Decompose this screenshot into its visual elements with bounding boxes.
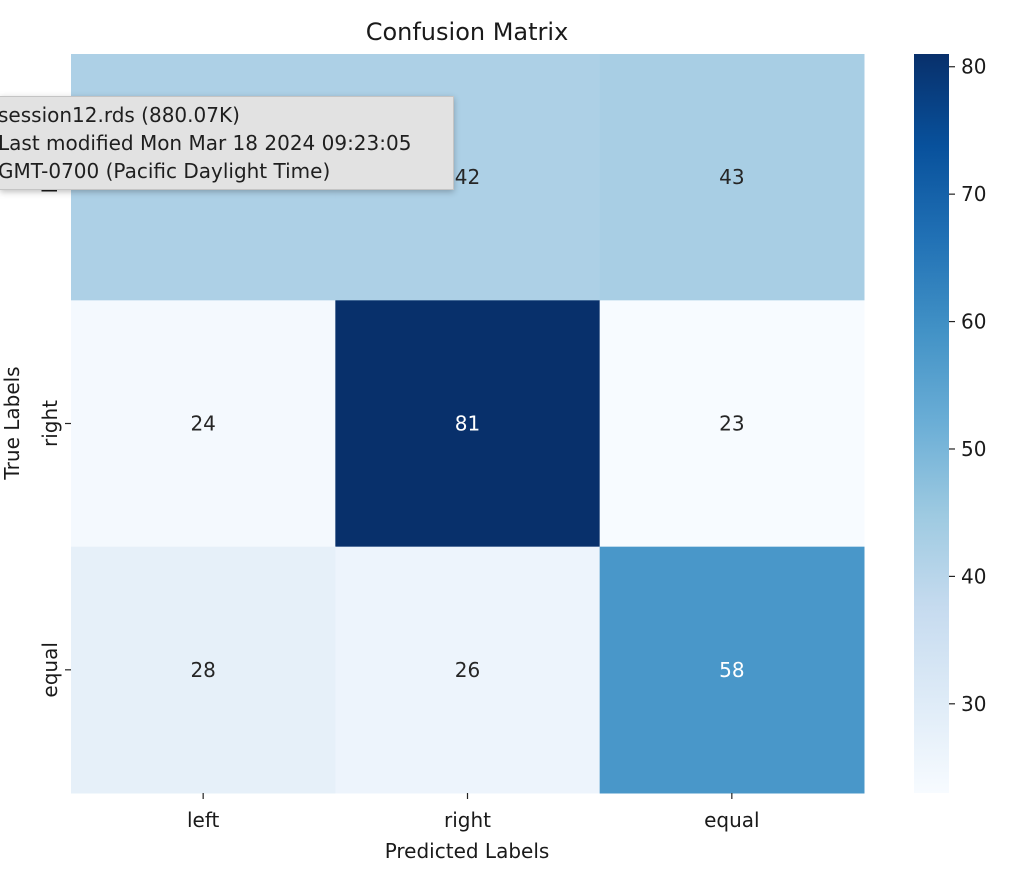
colorbar-tick-label: 70 — [961, 182, 986, 206]
cell-value-label: 24 — [190, 412, 215, 436]
x-tick-label: left — [187, 808, 220, 832]
colorbar-tick-label: 40 — [961, 564, 986, 588]
colorbar — [914, 54, 949, 793]
heatmap-cell — [599, 300, 865, 548]
cell-value-label: 42 — [455, 165, 480, 189]
heatmap-cell — [71, 546, 336, 794]
cell-value-label: 43 — [719, 165, 744, 189]
chart-title: Confusion Matrix — [366, 18, 569, 46]
x-axis-ticks: left right equal — [187, 793, 760, 832]
y-tick-label: equal — [38, 642, 62, 698]
colorbar-tick-label: 50 — [961, 437, 986, 461]
file-tooltip: session12.rds (880.07K) Last modified Mo… — [0, 96, 454, 190]
heatmap-cell — [71, 300, 336, 548]
colorbar-tick-label: 30 — [961, 692, 986, 716]
heatmap-cell — [599, 546, 865, 794]
y-axis-label: True Labels — [0, 366, 24, 480]
tooltip-timezone: GMT-0700 (Pacific Daylight Time) — [0, 159, 331, 183]
colorbar-ticks: 30 40 50 60 70 80 — [949, 55, 986, 716]
y-tick-label: right — [38, 400, 62, 447]
heatmap-cell — [335, 546, 601, 794]
colorbar-tick-label: 60 — [961, 310, 986, 334]
heatmap-cell — [335, 300, 601, 548]
heatmap-cell — [599, 54, 865, 301]
tooltip-filename: session12.rds (880.07K) — [0, 103, 240, 127]
cell-value-label: 81 — [455, 412, 480, 436]
cell-value-label: 23 — [719, 412, 744, 436]
cell-value-label: 58 — [719, 658, 744, 682]
x-axis-label: Predicted Labels — [385, 839, 550, 863]
cell-value-label: 26 — [455, 658, 480, 682]
x-tick-label: right — [444, 808, 491, 832]
tooltip-modified: Last modified Mon Mar 18 2024 09:23:05 — [0, 131, 412, 155]
cell-value-label: 28 — [190, 658, 215, 682]
x-tick-label: equal — [704, 808, 760, 832]
heatmap-cells — [71, 54, 865, 794]
colorbar-tick-label: 80 — [961, 55, 986, 79]
